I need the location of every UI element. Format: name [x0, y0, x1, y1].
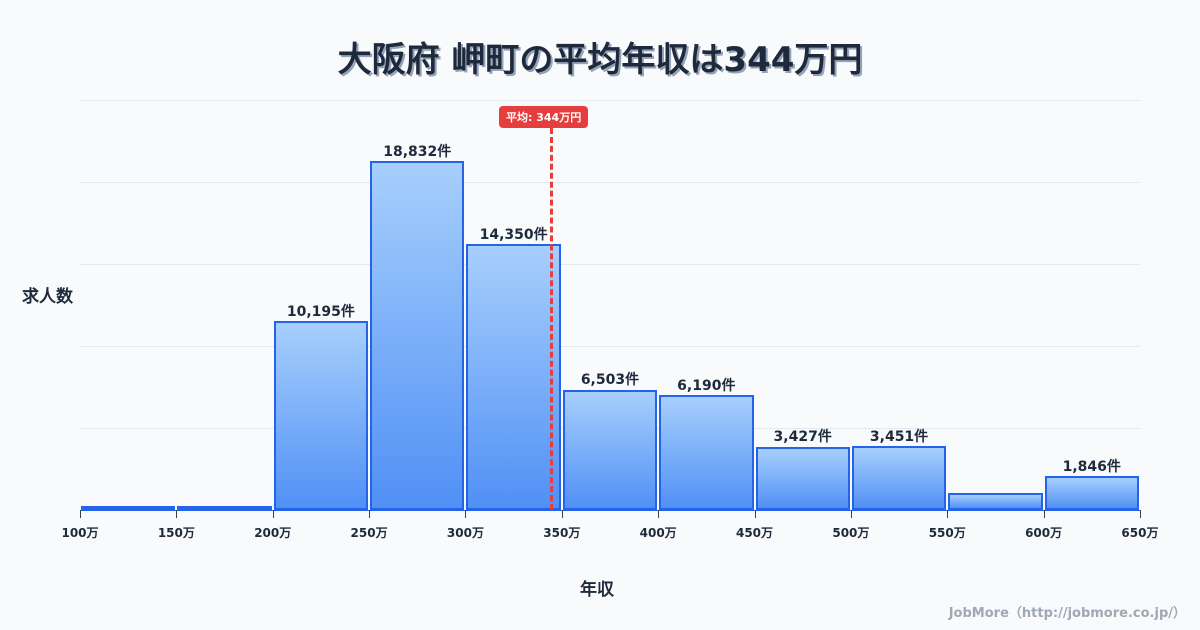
- average-badge: 平均: 344万円: [499, 106, 589, 128]
- x-tick-label: 650万: [1121, 526, 1159, 540]
- bar-value-label: 3,427件: [773, 429, 832, 446]
- x-tick-label: 150万: [157, 526, 195, 540]
- x-tick: [369, 510, 371, 518]
- bar-value-label: 18,832件: [383, 144, 452, 161]
- bar-value-label: 3,451件: [869, 429, 929, 446]
- bar-value-label: 6,503件: [580, 372, 640, 389]
- x-tick: [80, 510, 81, 518]
- histogram-bar: [273, 321, 369, 510]
- gridline: [80, 100, 1140, 101]
- bar-value-label: 14,350件: [479, 227, 548, 244]
- bar-value-label: 10,195件: [286, 304, 355, 321]
- x-tick-label: 250万: [350, 526, 388, 540]
- x-tick: [272, 510, 274, 518]
- gridline: [80, 346, 1140, 347]
- x-axis-line: [80, 510, 1140, 511]
- x-tick: [947, 510, 949, 518]
- histogram-bar: [948, 493, 1043, 510]
- y-axis-label: 求人数: [22, 287, 73, 307]
- x-tick-label: 300万: [446, 526, 484, 540]
- credit-text: JobMore（http://jobmore.co.jp/）: [948, 606, 1186, 621]
- histogram-bar: [177, 506, 272, 510]
- x-tick: [465, 510, 467, 518]
- histogram-bar: [370, 161, 465, 510]
- histogram-bar: [755, 446, 850, 510]
- x-tick-label: 400万: [639, 526, 677, 540]
- bar-value-label: 6,190件: [677, 378, 736, 395]
- x-tick: [754, 510, 756, 518]
- x-tick: [658, 510, 660, 518]
- histogram-bar: [81, 506, 176, 510]
- x-tick-label: 600万: [1025, 526, 1063, 540]
- x-tick-label: 200万: [254, 526, 292, 540]
- x-tick: [1043, 510, 1045, 518]
- bar-value-label: 1,846件: [1062, 458, 1121, 475]
- histogram-bar: [562, 389, 658, 510]
- x-tick: [561, 510, 563, 518]
- chart-title: 大阪府 岬町の平均年収は344万円: [337, 40, 863, 80]
- x-tick: [176, 510, 178, 518]
- x-tick-label: 450万: [735, 526, 774, 540]
- x-tick-label: 350万: [543, 526, 581, 540]
- gridline: [80, 264, 1140, 265]
- x-tick-label: 100万: [61, 526, 99, 540]
- x-tick: [850, 510, 852, 518]
- histogram-bar: [851, 446, 947, 510]
- plot-area: 10,195件 18,832件 14,350件 6,503件 6,190件 3,427件 3…: [80, 100, 1140, 510]
- x-tick-label: 550万: [928, 526, 966, 540]
- average-line: [550, 128, 553, 510]
- gridline: [80, 182, 1140, 183]
- x-tick: [1139, 510, 1141, 518]
- histogram-bar: [659, 395, 754, 510]
- histogram-bar: [1044, 475, 1139, 510]
- x-tick-label: 500万: [832, 526, 870, 540]
- histogram-bar: [466, 244, 561, 510]
- x-axis-label: 年収: [580, 580, 614, 600]
